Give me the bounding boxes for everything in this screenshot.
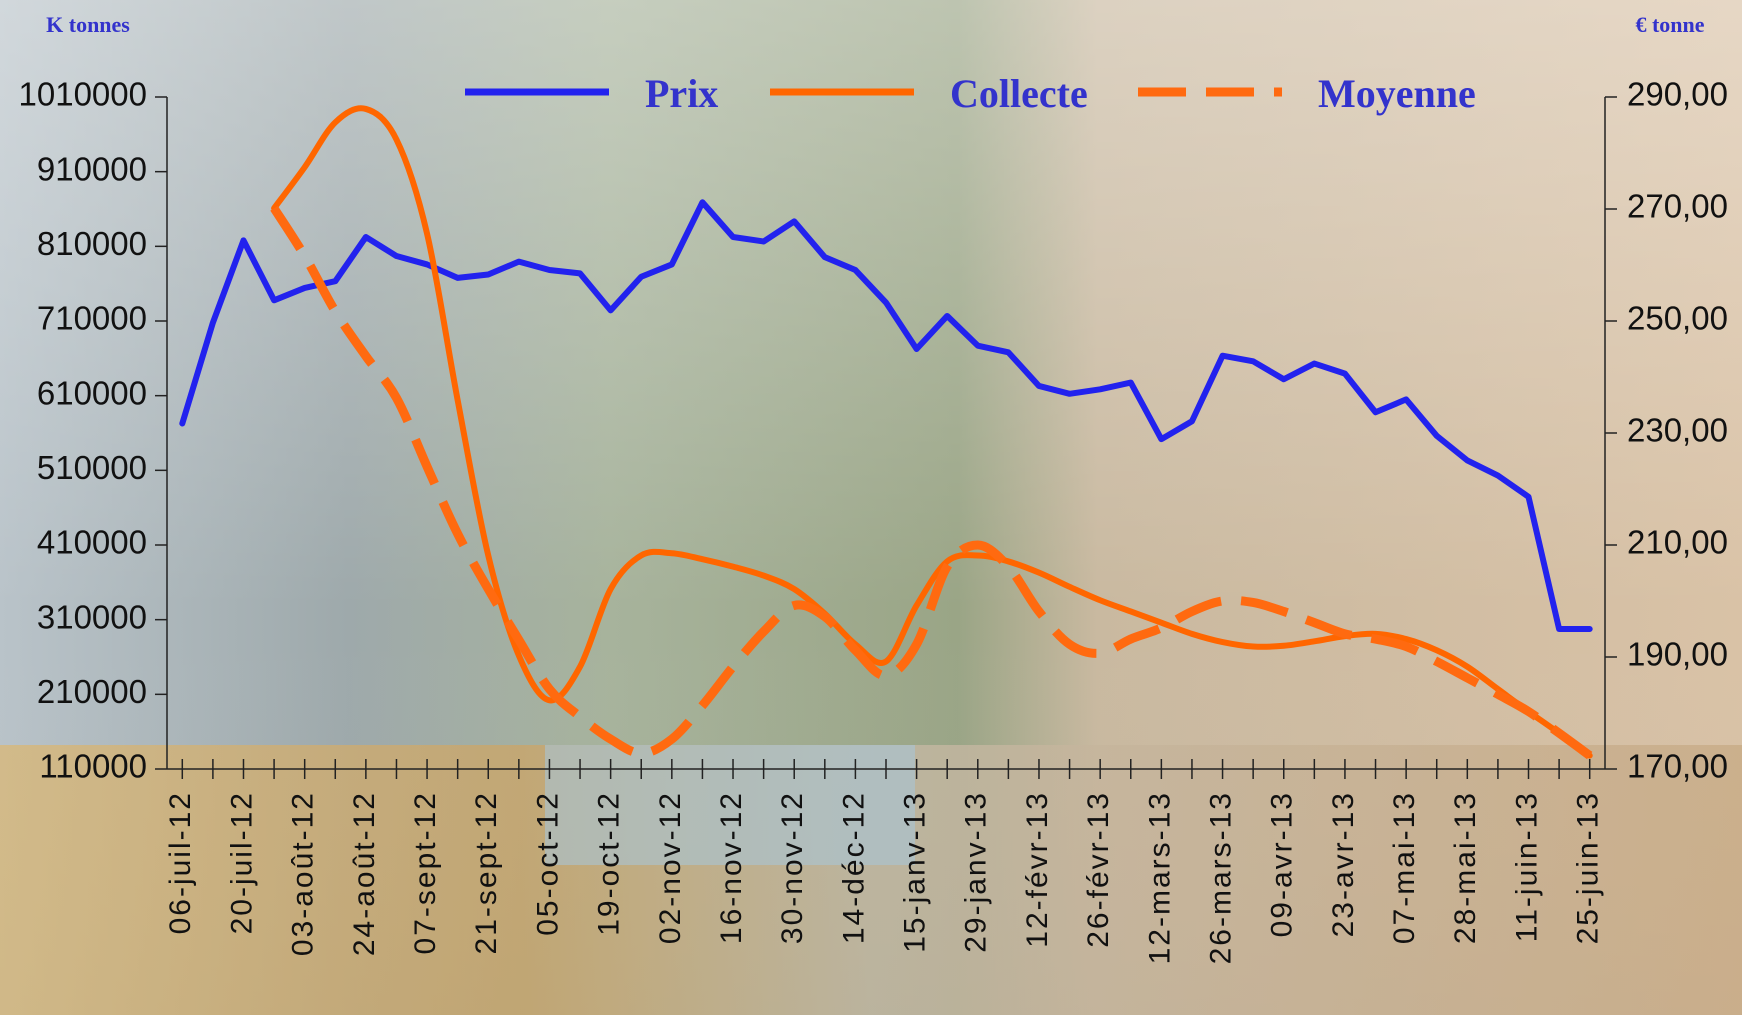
y-tick-label: 210000 (37, 673, 147, 710)
y2-tick-label: 170,00 (1627, 748, 1728, 785)
y-tick-label: 310000 (37, 598, 147, 635)
x-tick-label: 25-juin-13 (1572, 791, 1605, 944)
y-tick-label: 710000 (37, 300, 147, 337)
y2-tick-label: 230,00 (1627, 412, 1728, 449)
y-tick-label: 910000 (37, 150, 147, 187)
y-tick-label: 510000 (37, 449, 147, 486)
x-tick-label: 15-janv-13 (899, 791, 932, 953)
x-tick-label: 03-août-12 (287, 791, 320, 956)
y-tick-label: 1010000 (19, 76, 147, 113)
x-tick-label: 19-oct-12 (593, 791, 626, 936)
y-tick-label: 410000 (37, 524, 147, 561)
x-tick-label: 05-oct-12 (531, 791, 564, 936)
legend-label: Collecte (950, 71, 1088, 116)
x-tick-label: 09-avr-13 (1266, 791, 1299, 937)
y2-tick-label: 290,00 (1627, 76, 1728, 113)
x-tick-label: 29-janv-13 (960, 791, 993, 953)
x-tick-label: 26-févr-13 (1082, 791, 1115, 948)
legend-label: Moyenne (1318, 71, 1476, 116)
y2-tick-label: 190,00 (1627, 636, 1728, 673)
chart: K tonnes € tonne 110000 210000 310000 41000… (0, 0, 1742, 1015)
x-tick-label: 11-juin-13 (1510, 791, 1543, 942)
x-tick-label: 07-sept-12 (409, 791, 442, 954)
x-tick-label: 23-avr-13 (1327, 791, 1360, 937)
page: {"chart_data": { "type": "line", "y_labe… (0, 0, 1742, 1015)
x-tick-label: 20-juil-12 (225, 791, 258, 934)
x-tick-label: 28-mai-13 (1449, 791, 1482, 944)
x-tick-label: 21-sept-12 (470, 791, 503, 954)
x-tick-label: 14-déc-12 (837, 791, 870, 944)
y-tick-label: 610000 (37, 374, 147, 411)
legend-label: Prix (645, 71, 718, 116)
y-tick-label: 110000 (39, 748, 147, 785)
x-tick-label: 12-févr-13 (1021, 791, 1054, 948)
y-tick-label: 810000 (37, 225, 147, 262)
y2-tick-label: 210,00 (1627, 524, 1728, 561)
x-tick-label: 06-juil-12 (164, 791, 197, 934)
x-tick-label: 16-nov-12 (715, 791, 748, 944)
y-axis-title: K tonnes (46, 12, 130, 37)
x-tick-label: 07-mai-13 (1388, 791, 1421, 944)
y2-axis-title: € tonne (1635, 12, 1704, 37)
x-tick-label: 26-mars-13 (1204, 791, 1237, 964)
x-tick-label: 24-août-12 (348, 791, 381, 956)
x-tick-label: 02-nov-12 (654, 791, 687, 944)
y2-tick-label: 270,00 (1627, 188, 1728, 225)
x-tick-label: 12-mars-13 (1143, 791, 1176, 964)
y2-tick-label: 250,00 (1627, 300, 1728, 337)
x-tick-label: 30-nov-12 (776, 791, 809, 944)
